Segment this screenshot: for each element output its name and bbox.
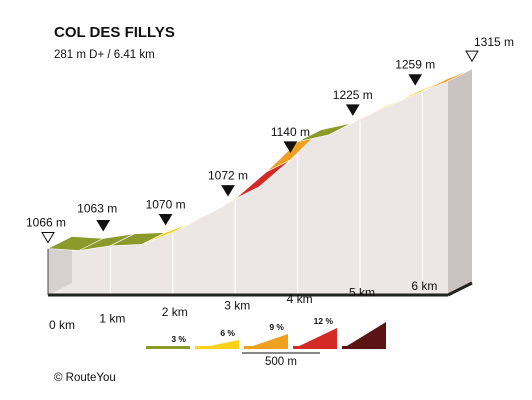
legend-label: 9 % xyxy=(269,322,284,332)
x-tick-label: 6 km xyxy=(411,279,437,293)
elevation-marker-icon xyxy=(158,213,173,226)
legend-swatch xyxy=(342,322,386,349)
x-tick-label: 2 km xyxy=(162,305,188,319)
x-tick-label: 0 km xyxy=(49,318,75,332)
profile-end-cap xyxy=(448,69,472,295)
legend-label: 12 % xyxy=(314,316,334,326)
legend-swatch xyxy=(244,334,288,349)
gradient-segment xyxy=(422,68,473,92)
legend-bar xyxy=(146,346,190,349)
x-tick-label: 4 km xyxy=(287,292,313,306)
legend-bar xyxy=(244,346,288,349)
profile-baseline-depth xyxy=(447,281,473,297)
elevation-label: 1063 m xyxy=(77,202,117,216)
elevation-label: 1259 m xyxy=(395,58,435,72)
legend-bar xyxy=(342,346,386,349)
elevation-marker-icon xyxy=(465,50,479,63)
chart-subtitle: 281 m D+ / 6.41 km xyxy=(54,49,155,61)
elevation-marker-icon xyxy=(96,220,111,232)
chart-title: COL DES FILLYS xyxy=(54,24,175,41)
elevation-label: 1315 m xyxy=(474,35,514,49)
elevation-marker-icon xyxy=(345,104,360,116)
x-tick-label: 1 km xyxy=(99,312,125,326)
legend-label: 6 % xyxy=(220,328,235,338)
elevation-marker-icon xyxy=(408,74,423,86)
x-tick-label: 5 km xyxy=(349,286,375,300)
elevation-marker-icon xyxy=(221,185,235,197)
legend-bar xyxy=(293,346,337,349)
elevation-marker-icon xyxy=(41,231,55,244)
elevation-marker-icon xyxy=(283,141,298,153)
elevation-label: 1070 m xyxy=(146,197,186,211)
elevation-label: 1140 m xyxy=(271,125,310,139)
elevation-label: 1066 m xyxy=(26,215,66,229)
legend-swatch xyxy=(293,328,337,349)
scale-label: 500 m xyxy=(265,356,297,368)
elevation-label: 1225 m xyxy=(333,88,373,102)
legend-label: 3 % xyxy=(171,334,186,344)
elevation-label: 1072 m xyxy=(208,169,248,183)
legend-bar xyxy=(195,346,239,349)
profile-start-cap xyxy=(48,236,72,295)
routeyou-credit: © RouteYou xyxy=(54,372,116,384)
x-tick-label: 3 km xyxy=(224,299,250,313)
